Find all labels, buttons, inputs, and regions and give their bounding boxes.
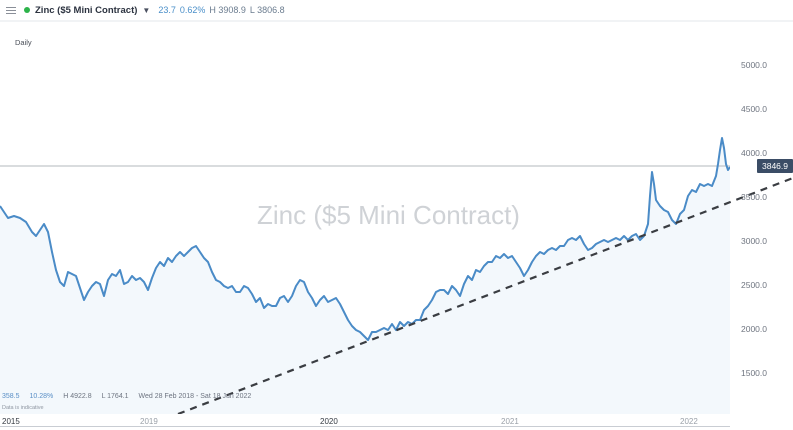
x-tick-2021: 2021 — [501, 417, 519, 426]
data-disclaimer: Data is indicative — [2, 405, 44, 411]
time-axis[interactable]: 2015 2019 2020 2021 2022 — [0, 414, 793, 430]
chart-watermark: Zinc ($5 Mini Contract) — [257, 200, 520, 230]
range-change-percent: 10.28% — [29, 393, 54, 400]
range-stats: 358.5 10.28% H 4922.8 L 1764.1 Wed 28 Fe… — [2, 393, 259, 400]
x-tick-2015: 2015 — [2, 417, 20, 426]
y-tick-2500: 2500.0 — [741, 280, 767, 290]
y-tick-2000: 2000.0 — [741, 324, 767, 334]
x-tick-2019: 2019 — [140, 417, 158, 426]
y-tick-3500: 3500.0 — [741, 192, 767, 202]
header-divider — [0, 20, 793, 22]
price-change-percent: 0.62% — [179, 5, 206, 15]
y-tick-1500: 1500.0 — [741, 368, 767, 378]
x-tick-2022: 2022 — [680, 417, 698, 426]
chart-interval-label: Daily — [15, 38, 32, 47]
time-axis-baseline — [0, 426, 730, 427]
hamburger-menu-icon[interactable] — [6, 6, 16, 14]
market-status-dot — [24, 7, 30, 13]
y-tick-5000: 5000.0 — [741, 60, 767, 70]
support-trendline[interactable] — [177, 176, 793, 416]
y-tick-4500: 4500.0 — [741, 104, 767, 114]
price-line — [0, 137, 730, 341]
session-low: L 3806.8 — [249, 5, 285, 15]
range-change: 358.5 — [2, 393, 20, 400]
y-tick-3000: 3000.0 — [741, 236, 767, 246]
chevron-down-icon[interactable]: ▼ — [142, 5, 151, 15]
price-area-fill — [0, 138, 730, 414]
date-range: Wed 28 Feb 2018 - Sat 18 Jun 2022 — [138, 393, 252, 400]
x-tick-2020: 2020 — [320, 417, 338, 426]
y-tick-4000: 4000.0 — [741, 148, 767, 158]
session-high: H 3908.9 — [209, 5, 246, 15]
current-price-tag: 3846.9 — [757, 159, 793, 173]
instrument-selector[interactable]: Zinc ($5 Mini Contract) — [35, 4, 138, 16]
range-high: H 4922.8 — [63, 393, 92, 400]
range-low: L 1764.1 — [101, 393, 129, 400]
price-change: 23.7 — [158, 5, 176, 15]
